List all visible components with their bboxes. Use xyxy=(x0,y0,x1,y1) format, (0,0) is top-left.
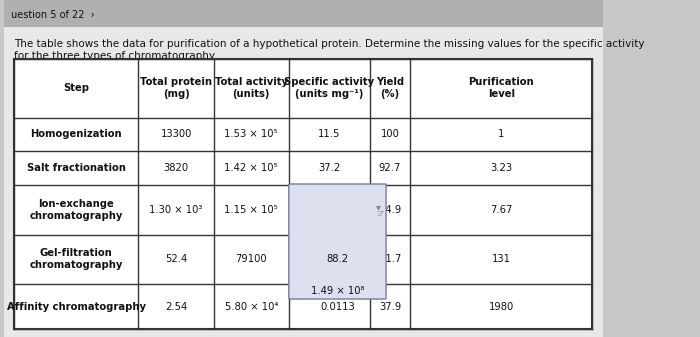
Bar xyxy=(4,0,603,27)
Text: for the three types of chromatography.: for the three types of chromatography. xyxy=(14,51,217,61)
FancyBboxPatch shape xyxy=(289,184,386,299)
Text: 37.2: 37.2 xyxy=(318,163,340,173)
Text: Specific activity
(units mg⁻¹): Specific activity (units mg⁻¹) xyxy=(284,77,375,99)
Text: 79100: 79100 xyxy=(235,254,267,264)
Text: 3.23: 3.23 xyxy=(490,163,512,173)
Text: Total activity
(units): Total activity (units) xyxy=(215,77,288,99)
Text: 3820: 3820 xyxy=(164,163,188,173)
Bar xyxy=(14,59,592,329)
Text: Purification
level: Purification level xyxy=(468,77,534,99)
Text: Salt fractionation: Salt fractionation xyxy=(27,163,126,173)
Text: 100: 100 xyxy=(381,129,400,140)
Text: 131: 131 xyxy=(492,254,511,264)
Text: The table shows the data for purification of a hypothetical protein. Determine t: The table shows the data for purificatio… xyxy=(14,39,645,49)
Text: ☞: ☞ xyxy=(377,209,384,218)
Text: Ion-exchange
chromatography: Ion-exchange chromatography xyxy=(29,198,123,221)
Text: Total protein
(mg): Total protein (mg) xyxy=(140,77,212,99)
Text: 1: 1 xyxy=(498,129,505,140)
Text: Gel-filtration
chromatography: Gel-filtration chromatography xyxy=(29,248,123,271)
Text: 11.5: 11.5 xyxy=(318,129,340,140)
Text: Affinity chromatography: Affinity chromatography xyxy=(7,302,146,311)
Text: Homogenization: Homogenization xyxy=(31,129,122,140)
Text: 51.7: 51.7 xyxy=(379,254,401,264)
Text: 37.9: 37.9 xyxy=(379,302,401,311)
Text: 13300: 13300 xyxy=(160,129,192,140)
Text: 92.7: 92.7 xyxy=(379,163,401,173)
Text: 2.54: 2.54 xyxy=(165,302,187,311)
Text: Step: Step xyxy=(63,83,90,93)
Text: 1.15 × 10⁵: 1.15 × 10⁵ xyxy=(225,205,278,215)
Text: 7.67: 7.67 xyxy=(490,205,512,215)
Text: 1.42 × 10⁵: 1.42 × 10⁵ xyxy=(225,163,278,173)
Text: uestion 5 of 22  ›: uestion 5 of 22 › xyxy=(10,10,94,20)
Text: ▾: ▾ xyxy=(376,202,381,212)
Text: 5.80 × 10⁴: 5.80 × 10⁴ xyxy=(225,302,278,311)
Text: 74.9: 74.9 xyxy=(379,205,401,215)
Text: Yield
(%): Yield (%) xyxy=(376,77,404,99)
Text: 1.53 × 10⁵: 1.53 × 10⁵ xyxy=(225,129,278,140)
Text: 88.2: 88.2 xyxy=(326,254,349,264)
Text: 1980: 1980 xyxy=(489,302,514,311)
Text: 1.30 × 10³: 1.30 × 10³ xyxy=(149,205,203,215)
Text: 0.0113: 0.0113 xyxy=(320,302,355,311)
Text: 1.49 × 10⁸: 1.49 × 10⁸ xyxy=(311,286,364,296)
Text: 52.4: 52.4 xyxy=(165,254,187,264)
